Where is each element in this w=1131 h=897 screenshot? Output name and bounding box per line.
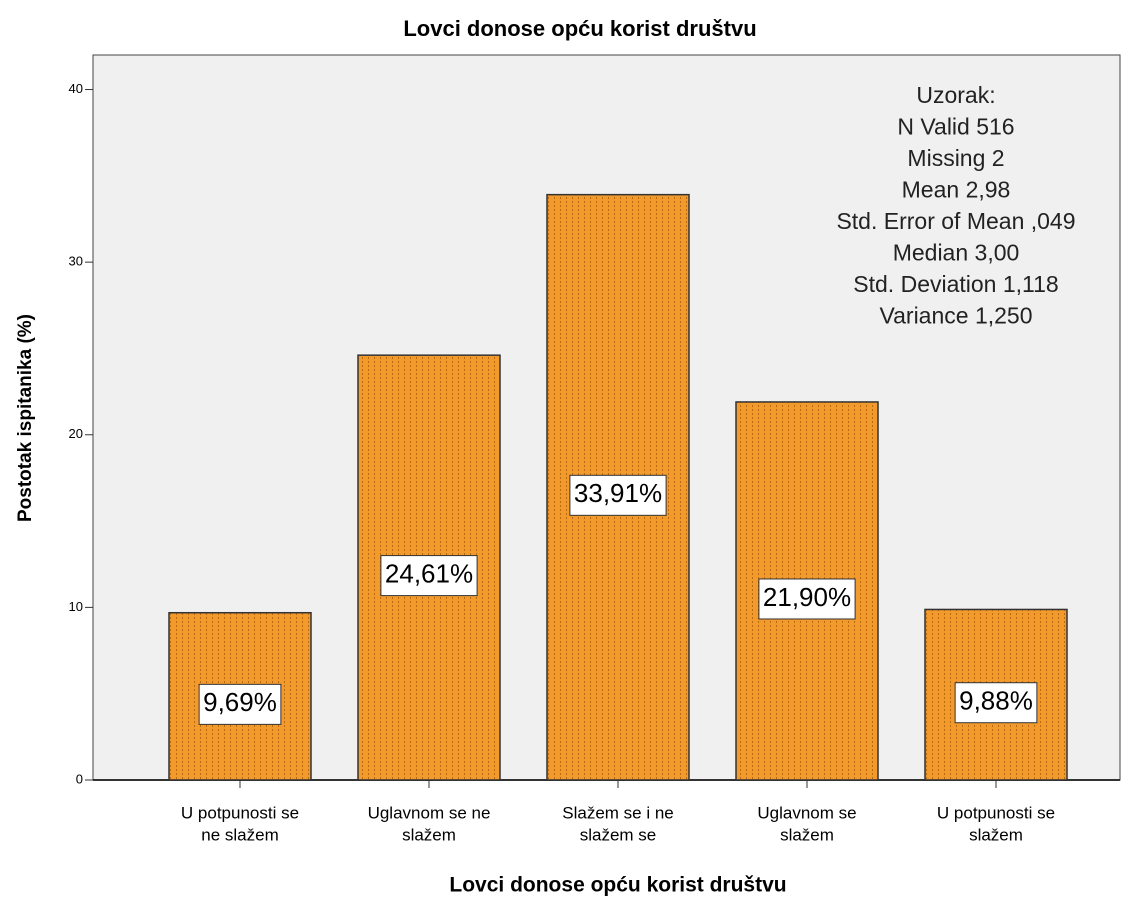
- x-tick-label: ne slažem: [201, 825, 278, 844]
- value-label-box: [954, 682, 1038, 724]
- stats-annotation: Std. Deviation 1,118: [853, 271, 1058, 297]
- value-label: 9,88%: [959, 686, 1033, 716]
- stats-annotation: N Valid 516: [897, 114, 1014, 140]
- value-label: 33,91%: [574, 478, 662, 508]
- x-tick-label: U potpunosti se: [181, 803, 299, 822]
- value-label: 9,69%: [203, 687, 277, 717]
- stats-annotation: Uzorak:: [916, 82, 995, 108]
- value-label-box: [198, 683, 282, 725]
- y-tick-label: 10: [69, 599, 83, 614]
- value-label: 21,90%: [763, 582, 851, 612]
- x-tick-label: slažem se: [580, 825, 657, 844]
- x-tick-label: slažem: [402, 825, 456, 844]
- y-tick-label: 0: [76, 771, 83, 786]
- y-tick-label: 30: [69, 254, 83, 269]
- x-tick-label: Uglavnom se: [757, 803, 856, 822]
- stats-annotation: Missing 2: [907, 145, 1004, 171]
- y-axis-title: Postotak ispitanika (%): [15, 314, 36, 522]
- value-label-box: [569, 474, 667, 516]
- x-tick-label: slažem: [969, 825, 1023, 844]
- x-tick-label: Uglavnom se ne: [368, 803, 491, 822]
- y-tick-label: 20: [69, 426, 83, 441]
- x-tick-label: slažem: [780, 825, 834, 844]
- x-axis-title: Lovci donose opću korist društvu: [449, 874, 786, 897]
- chart-title: Lovci donose opću korist društvu: [403, 16, 756, 41]
- stats-annotation: Mean 2,98: [902, 177, 1011, 203]
- value-label-box: [380, 555, 478, 597]
- x-tick-label: U potpunosti se: [937, 803, 1055, 822]
- y-tick-label: 40: [69, 81, 83, 96]
- value-label-box: [758, 578, 856, 620]
- stats-annotation: Std. Error of Mean ,049: [836, 208, 1075, 234]
- x-tick-label: Slažem se i ne: [562, 803, 674, 822]
- stats-annotation: Variance 1,250: [879, 303, 1032, 329]
- stats-annotation: Median 3,00: [893, 240, 1020, 266]
- value-label: 24,61%: [385, 558, 473, 588]
